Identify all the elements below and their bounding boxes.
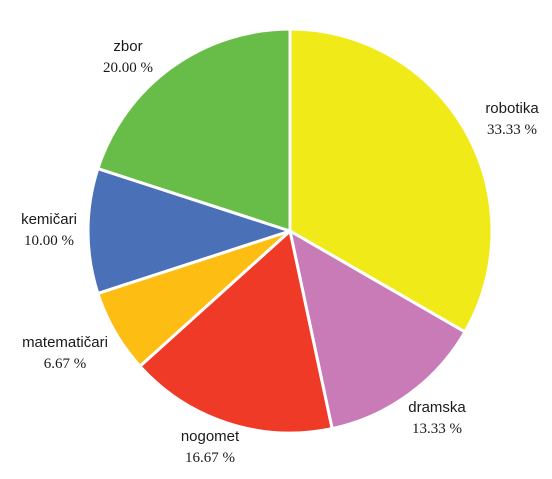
slice-percent-label: 33.33 %	[487, 122, 537, 138]
pie-label-dramska: dramska 13.33 %	[408, 399, 466, 437]
pie-label-robotika: robotika 33.33 %	[485, 100, 539, 138]
pie-slice-zbor	[96, 27, 292, 233]
slice-name-label: dramska	[408, 399, 466, 416]
pie-slice-kemičari	[86, 167, 292, 295]
slice-percent-label: 16.67 %	[185, 450, 235, 466]
pie-label-zbor: zbor 20.00 %	[103, 38, 153, 76]
slice-name-label: nogomet	[181, 428, 240, 445]
pie-slice-nogomet	[138, 229, 334, 435]
slice-name-label: kemičari	[21, 211, 77, 228]
pie-label-matematičari: matematičari 6.67 %	[22, 334, 108, 372]
slice-percent-label: 20.00 %	[103, 60, 153, 76]
slice-percent-label: 10.00 %	[24, 233, 74, 249]
pie-slices	[86, 27, 494, 435]
pie-slice-dramska	[288, 229, 467, 431]
pie-slice-robotika	[288, 27, 494, 334]
slice-name-label: zbor	[113, 38, 142, 55]
slice-percent-label: 13.33 %	[412, 421, 462, 437]
pie-label-kemičari: kemičari 10.00 %	[21, 211, 77, 249]
pie-label-nogomet: nogomet 16.67 %	[181, 428, 240, 466]
slice-name-label: robotika	[485, 100, 539, 117]
slice-name-label: matematičari	[22, 334, 108, 351]
slice-percent-label: 6.67 %	[44, 356, 87, 372]
pie-labels: robotika 33.33 % dramska 13.33 % nogomet 16.6…	[21, 38, 539, 466]
